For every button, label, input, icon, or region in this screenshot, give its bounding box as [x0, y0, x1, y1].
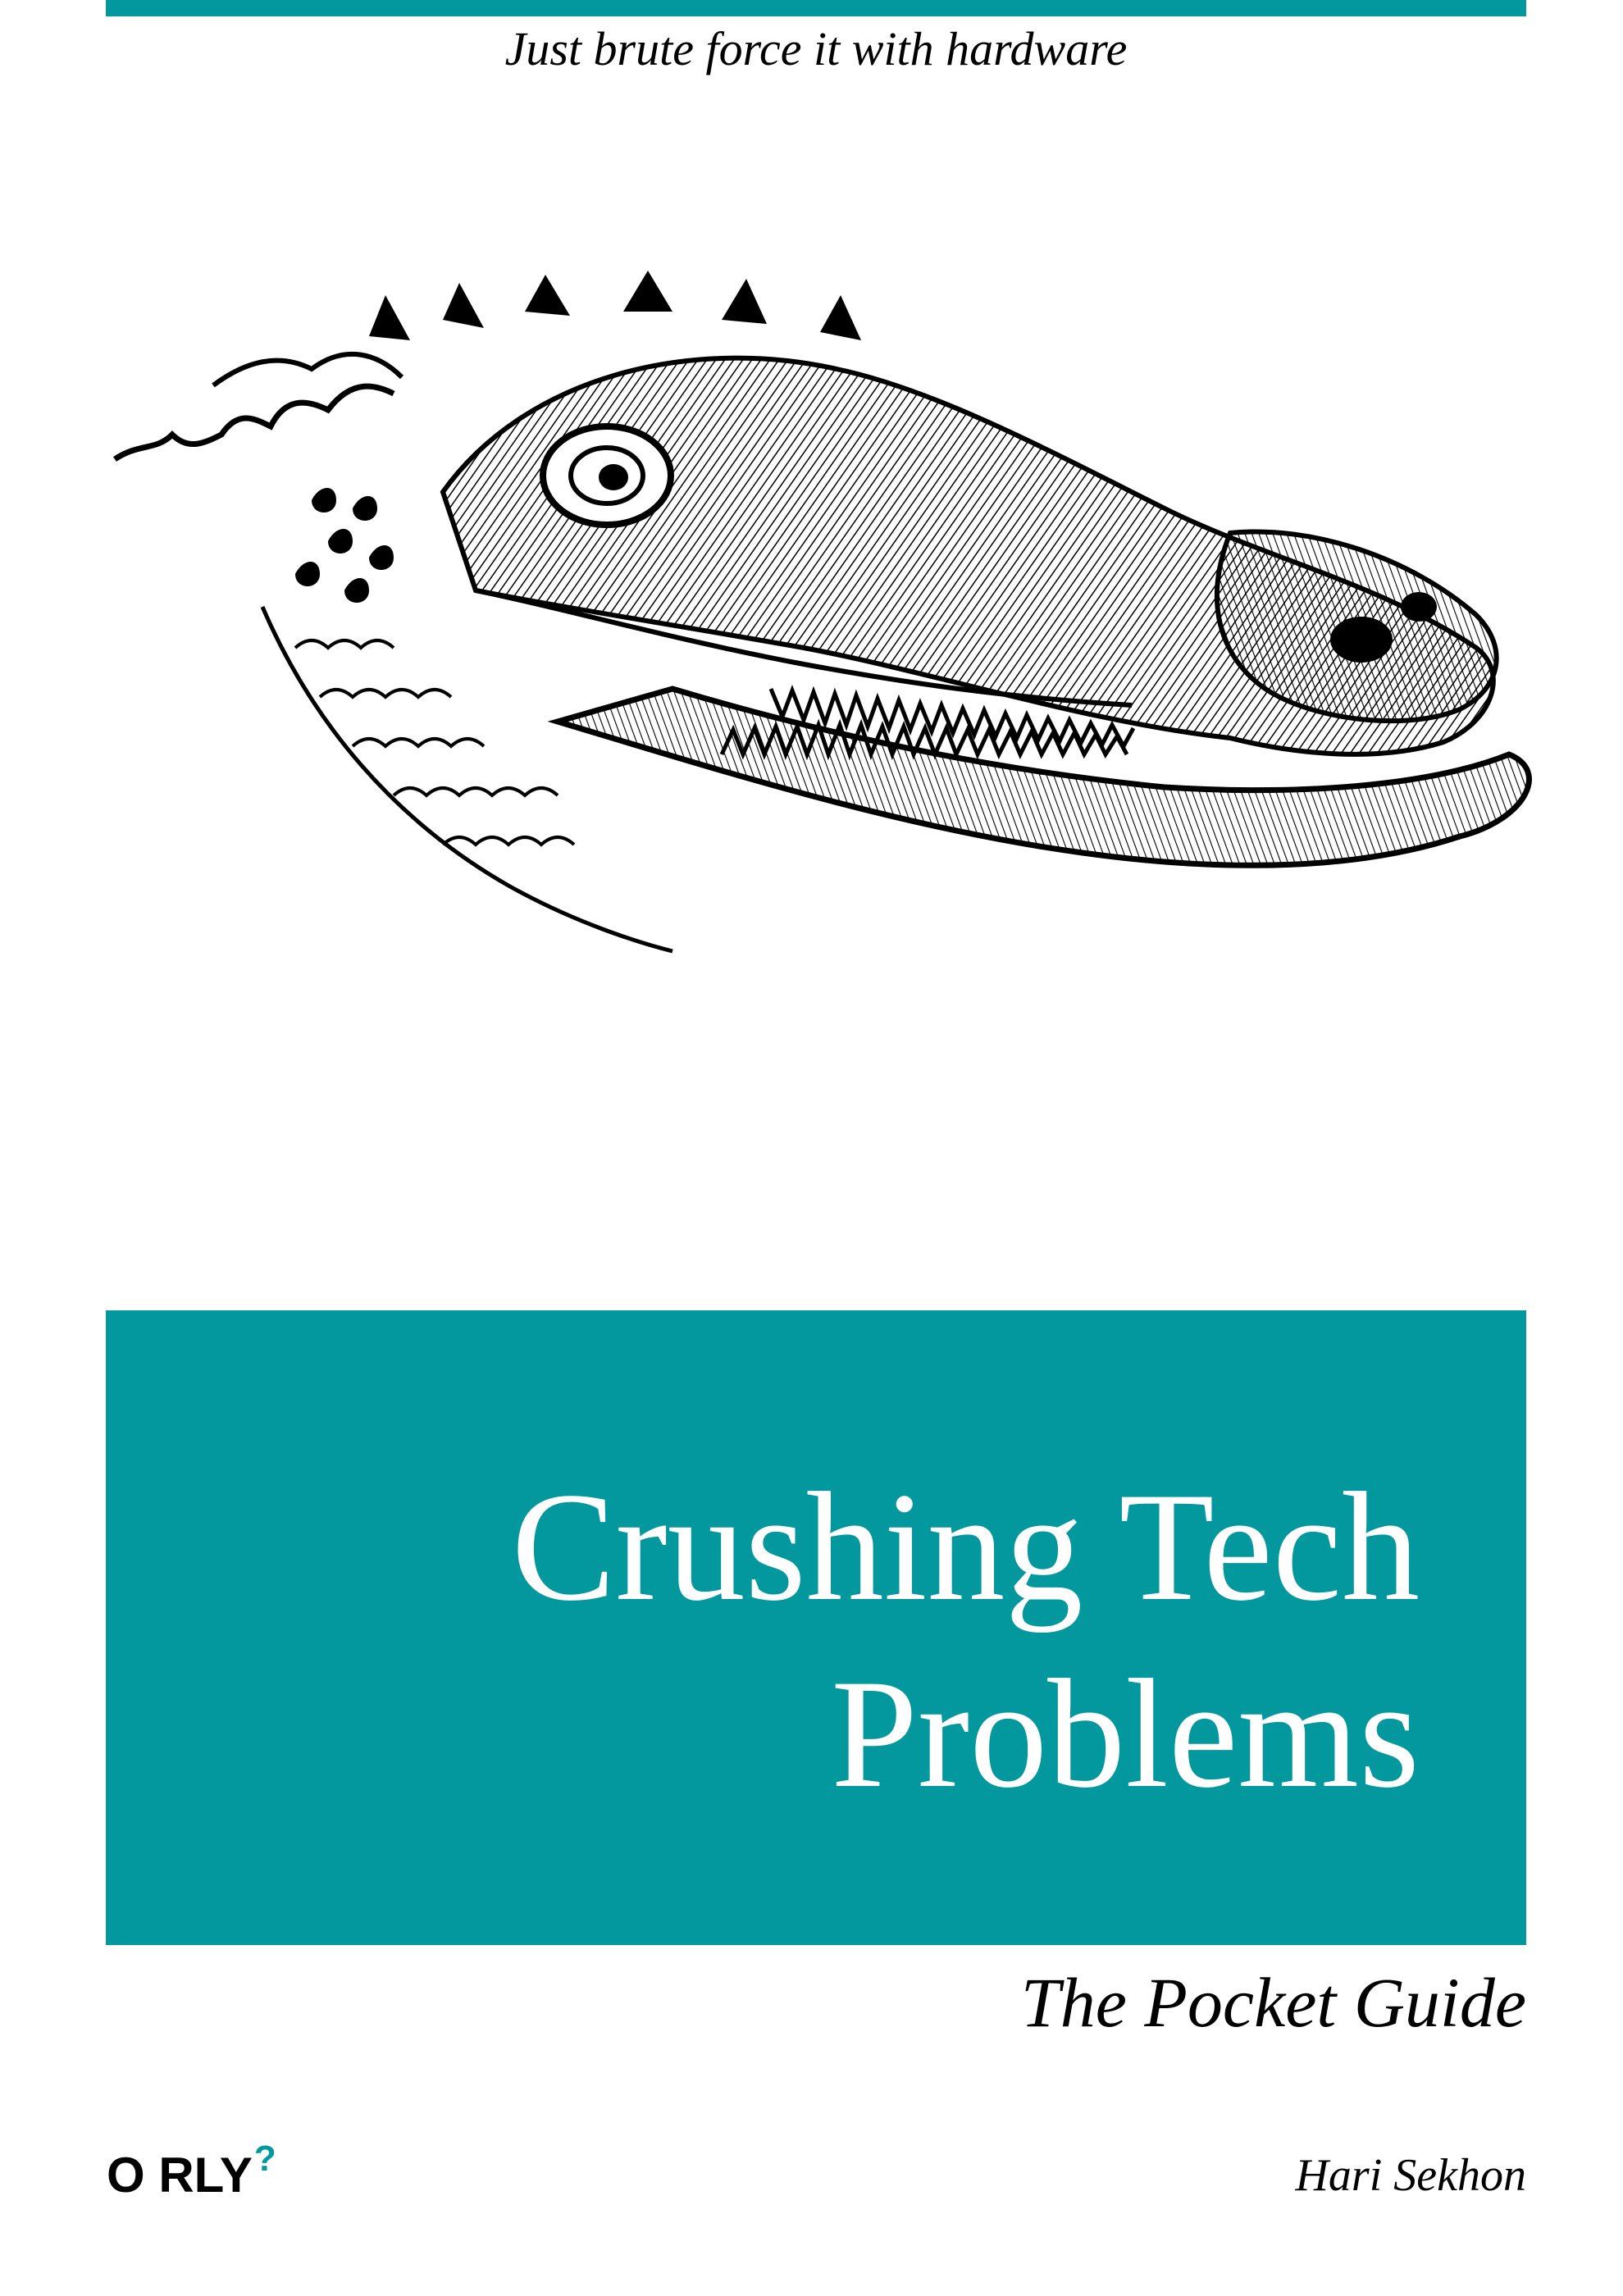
crocodile-head-illustration [113, 271, 1532, 954]
series-subtitle: The Pocket Guide [1020, 1963, 1526, 2042]
tagline: Just brute force it with hardware [504, 22, 1128, 75]
book-title: Crushing Tech Problems [511, 1461, 1420, 1820]
publisher-logo-mark: ? [253, 2139, 276, 2179]
top-accent-bar [106, 0, 1526, 16]
publisher-logo: O RLY? [107, 2139, 276, 2209]
title-block: Crushing Tech Problems [106, 1310, 1526, 1945]
author-name: Hari Sekhon [1295, 2150, 1526, 2201]
publisher-logo-text: O RLY [107, 2148, 253, 2203]
